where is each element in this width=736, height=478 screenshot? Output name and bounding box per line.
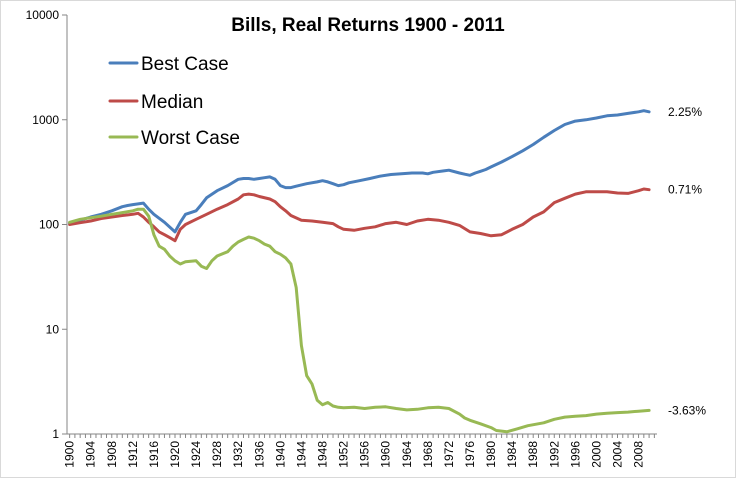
x-tick-label: 1996 — [568, 441, 582, 468]
x-tick-label: 1948 — [315, 441, 329, 468]
axes: 1 10 100 1000 10000 1900 1904 1908 1912 1916 1920 1… — [26, 8, 657, 468]
x-tick-label: 1944 — [294, 441, 308, 468]
x-tick-label: 1976 — [463, 441, 477, 468]
legend-label-median: Median — [141, 92, 203, 113]
x-tick-label: 1980 — [484, 441, 498, 468]
x-tick-label: 1988 — [526, 441, 540, 468]
x-tick-label: 2008 — [632, 441, 646, 468]
series-line-worst-case — [68, 207, 651, 434]
y-tick-label: 1 — [52, 427, 59, 441]
x-tick-label: 1908 — [105, 441, 119, 468]
x-tick-label: 1920 — [168, 441, 182, 468]
y-tick-label: 1000 — [32, 113, 59, 127]
legend: Best Case Median Worst Case — [108, 54, 240, 149]
x-tick-label: 1924 — [189, 441, 203, 468]
x-tick-label: 1932 — [231, 441, 245, 468]
x-tick-label: 2000 — [589, 441, 603, 468]
end-labels: 2.25% 0.71% -3.63% — [668, 105, 706, 418]
x-tick-label: 1900 — [63, 441, 77, 468]
x-tick-label: 2004 — [610, 441, 624, 468]
chart-title: Bills, Real Returns 1900 - 2011 — [231, 15, 505, 36]
end-label-median: 0.71% — [668, 183, 702, 197]
x-tick-label: 1936 — [252, 441, 266, 468]
series-lines — [68, 109, 651, 434]
x-tick-label: 1952 — [337, 441, 351, 468]
x-tick-label: 1968 — [421, 441, 435, 468]
end-label-worst-case: -3.63% — [668, 403, 706, 417]
end-label-best-case: 2.25% — [668, 105, 702, 119]
x-tick-label: 1956 — [358, 441, 372, 468]
x-tick-label: 1916 — [147, 441, 161, 468]
x-tick-label: 1964 — [400, 441, 414, 468]
x-tick-label: 1984 — [505, 441, 519, 468]
x-tick-label: 1904 — [84, 441, 98, 468]
x-tick-label: 1992 — [547, 441, 561, 468]
x-tick-label: 1960 — [379, 441, 393, 468]
y-tick-label: 10 — [46, 322, 60, 336]
series-line-best-case — [68, 109, 651, 234]
y-tick-label: 10000 — [26, 8, 60, 22]
y-tick-label: 100 — [39, 218, 59, 232]
x-tick-label: 1912 — [126, 441, 140, 468]
legend-label-worst-case: Worst Case — [141, 128, 240, 149]
x-tick-label: 1940 — [273, 441, 287, 468]
series-line-median — [68, 187, 651, 243]
x-tick-label: 1928 — [210, 441, 224, 468]
x-tick-label: 1972 — [442, 441, 456, 468]
legend-label-best-case: Best Case — [141, 54, 229, 75]
